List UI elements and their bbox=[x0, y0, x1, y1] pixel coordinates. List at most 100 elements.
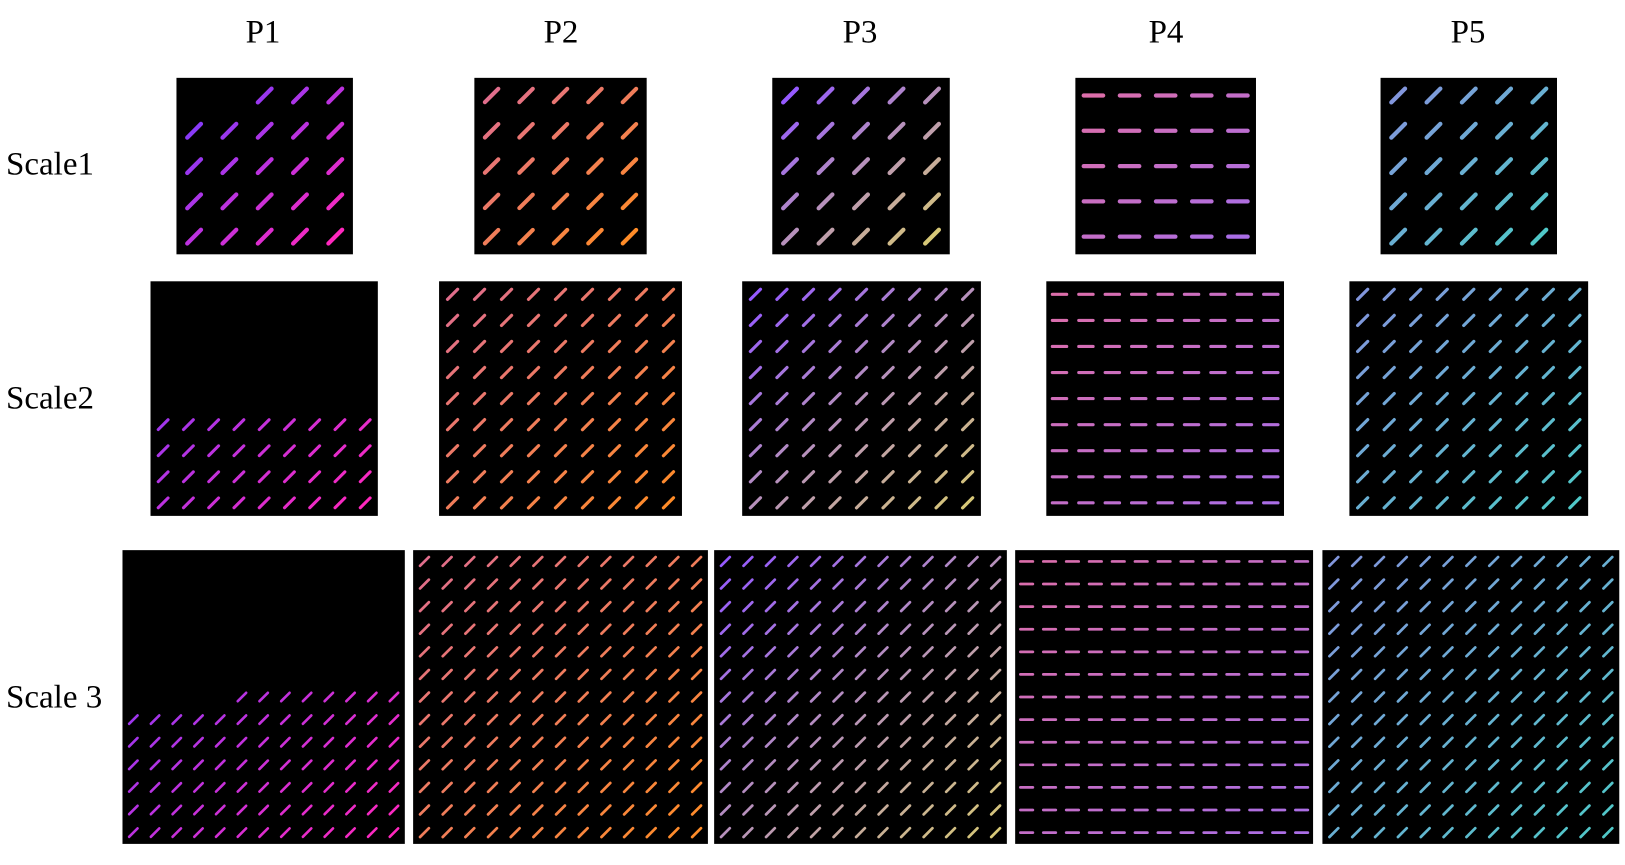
glyph bbox=[1510, 600, 1523, 613]
glyph bbox=[967, 646, 979, 658]
glyph bbox=[1356, 391, 1370, 406]
glyph bbox=[742, 691, 754, 703]
glyph bbox=[171, 804, 183, 816]
glyph bbox=[301, 781, 313, 793]
glyph bbox=[1442, 578, 1454, 590]
glyph bbox=[1435, 391, 1449, 406]
glyph bbox=[220, 227, 239, 246]
glyph bbox=[1541, 313, 1555, 328]
glyph bbox=[279, 804, 291, 816]
glyph bbox=[326, 227, 345, 246]
glyph bbox=[607, 287, 622, 301]
glyph bbox=[1579, 781, 1591, 794]
glyph bbox=[600, 578, 612, 590]
glyph bbox=[832, 646, 844, 658]
glyph bbox=[719, 736, 732, 748]
glyph bbox=[1435, 444, 1449, 458]
glyph bbox=[1328, 646, 1340, 658]
glyph bbox=[1442, 759, 1454, 771]
glyph bbox=[922, 736, 934, 748]
glyph bbox=[499, 496, 514, 510]
glyph bbox=[1350, 781, 1363, 794]
glyph bbox=[1556, 555, 1568, 568]
glyph bbox=[127, 736, 139, 748]
glyph bbox=[517, 122, 535, 140]
glyph bbox=[1373, 555, 1386, 568]
glyph bbox=[961, 365, 975, 380]
glyph bbox=[192, 714, 205, 726]
glyph bbox=[279, 714, 291, 726]
glyph bbox=[509, 713, 521, 726]
glyph bbox=[690, 623, 703, 635]
glyph bbox=[1465, 600, 1477, 613]
glyph bbox=[1495, 157, 1514, 176]
glyph bbox=[907, 287, 922, 301]
glyph bbox=[464, 555, 476, 568]
glyph bbox=[1579, 759, 1591, 771]
glyph bbox=[499, 287, 514, 301]
glyph bbox=[308, 496, 322, 510]
glyph bbox=[809, 826, 822, 839]
glyph bbox=[887, 86, 906, 105]
glyph bbox=[1396, 555, 1409, 568]
glyph bbox=[472, 313, 487, 328]
glyph bbox=[787, 691, 799, 703]
glyph bbox=[1409, 470, 1423, 484]
glyph bbox=[622, 736, 635, 748]
glyph bbox=[290, 86, 309, 105]
glyph bbox=[1533, 691, 1546, 703]
glyph bbox=[171, 781, 183, 793]
glyph bbox=[600, 759, 612, 771]
glyph bbox=[944, 555, 957, 568]
glyph bbox=[301, 827, 313, 839]
glyph bbox=[661, 365, 676, 380]
glyph bbox=[742, 555, 754, 568]
glyph bbox=[877, 713, 889, 726]
glyph bbox=[719, 668, 732, 681]
glyph bbox=[622, 826, 635, 839]
glyph bbox=[366, 759, 378, 771]
glyph bbox=[1396, 623, 1409, 635]
glyph bbox=[1435, 287, 1449, 301]
glyph bbox=[809, 713, 822, 726]
glyph bbox=[967, 804, 979, 816]
glyph bbox=[854, 470, 869, 484]
glyph bbox=[719, 759, 732, 771]
glyph bbox=[486, 668, 499, 681]
glyph bbox=[1328, 781, 1340, 794]
glyph bbox=[532, 736, 544, 748]
glyph bbox=[1533, 804, 1546, 816]
glyph bbox=[828, 496, 842, 510]
glyph bbox=[661, 418, 676, 432]
glyph bbox=[961, 391, 975, 406]
glyph bbox=[1382, 287, 1396, 301]
glyph bbox=[668, 646, 680, 658]
glyph bbox=[1602, 781, 1614, 794]
glyph bbox=[1373, 781, 1386, 794]
glyph bbox=[852, 157, 871, 176]
glyph bbox=[207, 418, 221, 432]
glyph bbox=[232, 444, 246, 458]
glyph bbox=[742, 623, 754, 635]
glyph bbox=[526, 313, 541, 328]
glyph bbox=[181, 444, 195, 458]
glyph bbox=[816, 157, 835, 176]
glyph bbox=[214, 804, 226, 816]
glyph bbox=[441, 691, 453, 703]
glyph bbox=[344, 714, 357, 726]
glyph bbox=[600, 736, 612, 748]
glyph bbox=[1465, 623, 1477, 635]
glyph bbox=[1465, 736, 1477, 748]
glyph bbox=[326, 192, 345, 211]
glyph bbox=[1602, 646, 1614, 658]
glyph bbox=[554, 578, 567, 590]
glyph bbox=[944, 736, 957, 748]
glyph bbox=[1579, 691, 1591, 703]
glyph bbox=[600, 713, 612, 726]
glyph bbox=[1419, 668, 1431, 681]
glyph bbox=[881, 470, 895, 484]
glyph bbox=[1328, 555, 1340, 568]
glyph bbox=[486, 759, 499, 771]
glyph bbox=[775, 391, 789, 406]
glyph bbox=[881, 391, 895, 406]
